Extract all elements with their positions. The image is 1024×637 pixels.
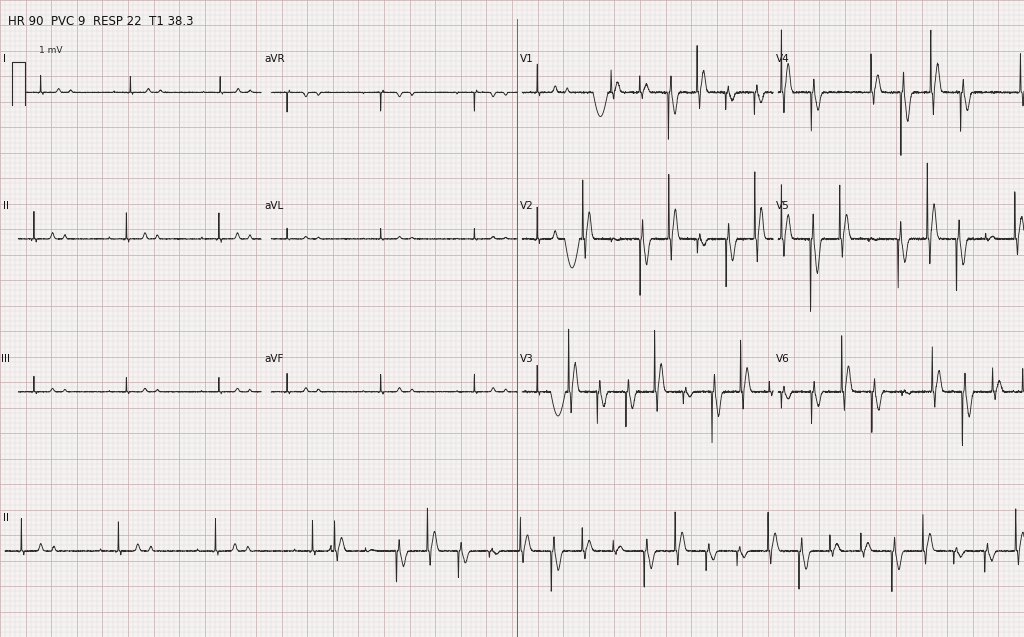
Text: V1: V1 xyxy=(520,54,534,64)
Text: aVR: aVR xyxy=(264,54,285,64)
Text: HR 90  PVC 9  RESP 22  T1 38.3: HR 90 PVC 9 RESP 22 T1 38.3 xyxy=(8,15,194,27)
Text: V3: V3 xyxy=(520,354,534,364)
Text: aVL: aVL xyxy=(264,201,284,211)
Text: III: III xyxy=(1,354,10,364)
Text: V6: V6 xyxy=(776,354,790,364)
Text: V5: V5 xyxy=(776,201,790,211)
Text: II: II xyxy=(3,201,9,211)
Text: aVF: aVF xyxy=(264,354,284,364)
Text: 1 mV: 1 mV xyxy=(39,47,62,55)
Text: I: I xyxy=(3,54,6,64)
Text: V2: V2 xyxy=(520,201,534,211)
Text: V4: V4 xyxy=(776,54,790,64)
Text: II: II xyxy=(3,513,9,523)
